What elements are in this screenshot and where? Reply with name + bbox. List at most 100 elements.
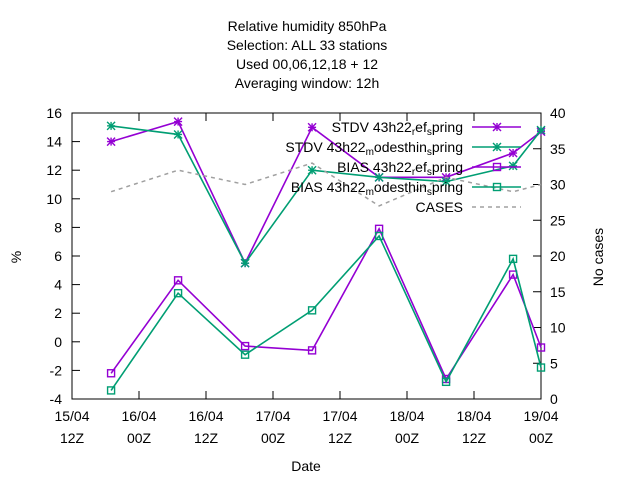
star-marker-stroke (173, 129, 183, 139)
y2-tick-label: 10 (550, 320, 566, 336)
y2-tick-label: 15 (550, 284, 566, 300)
legend-label-part: s (427, 147, 432, 158)
star-marker-stroke (307, 165, 317, 175)
y2-tick-label: 20 (550, 248, 566, 264)
square-marker (536, 363, 546, 372)
legend-label: CASES (416, 199, 463, 215)
y-tick-label: 6 (54, 248, 62, 264)
y-tick-label: 0 (54, 334, 62, 350)
legend-label-part: m (366, 147, 374, 158)
legend-label-part: CASES (416, 199, 463, 215)
series-line (110, 227, 542, 381)
star-marker-stroke (492, 142, 502, 152)
y-tick-label: 14 (46, 134, 62, 150)
series-line (110, 234, 542, 391)
legend-label-part: s (427, 167, 432, 178)
legend-label-part: pring (432, 139, 463, 155)
x-tick-label: 16/04 (188, 408, 223, 424)
x-tick-label: 17/04 (322, 408, 357, 424)
y2-tick-label: 5 (550, 355, 558, 371)
x-tick-label: 12Z (462, 430, 487, 446)
x-tick-label: 12Z (328, 430, 353, 446)
x-tick-label: 18/04 (456, 408, 491, 424)
square-marker (106, 369, 116, 378)
square-marker (492, 182, 502, 192)
series-4 (110, 162, 542, 207)
star-marker-stroke (492, 122, 502, 132)
x-tick-label: 12Z (60, 430, 85, 446)
y2-tick-label: 25 (550, 212, 566, 228)
star-marker-stroke (106, 137, 116, 147)
y-tick-label: 2 (54, 305, 62, 321)
x-tick-label: 18/04 (389, 408, 424, 424)
y-tick-label: -4 (50, 391, 63, 407)
legend-label: BIAS 43h22refspring (337, 159, 463, 178)
y-tick-label: -2 (50, 362, 63, 378)
star-marker-stroke (508, 148, 518, 158)
y2-tick-label: 40 (550, 105, 566, 121)
y2-tick-label: 0 (550, 391, 558, 407)
legend-label-part: STDV 43h22 (285, 139, 365, 155)
y2-tick-label: 30 (550, 177, 566, 193)
legend-label-part: m (366, 187, 374, 198)
y-tick-label: 10 (46, 191, 62, 207)
x-tick-label: 00Z (529, 430, 554, 446)
square-marker (307, 346, 317, 355)
legend-label-part: pring (432, 179, 463, 195)
legend-label-part: BIAS 43h22 (291, 179, 366, 195)
legend-label-part: r (412, 167, 416, 178)
series-line (110, 162, 542, 207)
square-marker (173, 276, 183, 285)
square-marker (240, 350, 250, 359)
x-axis-label: Date (291, 458, 321, 474)
series-1 (106, 121, 546, 268)
x-tick-label: 12Z (194, 430, 219, 446)
star-marker-stroke (508, 161, 518, 171)
star-marker-stroke (240, 258, 250, 268)
chart-title-line: Selection: ALL 33 stations (227, 37, 388, 53)
legend-label: STDV 43h22modesthinspring (285, 139, 463, 158)
y2-axis-label: No cases (590, 228, 606, 286)
legend-label-part: s (427, 187, 432, 198)
plot-border (71, 112, 542, 400)
legend-label-part: r (412, 127, 416, 138)
legend-label-part: pring (432, 159, 463, 175)
x-tick-label: 19/04 (523, 408, 558, 424)
x-tick-label: 15/04 (54, 408, 89, 424)
legend-label: STDV 43h22refspring (332, 119, 463, 138)
square-marker (106, 386, 116, 395)
legend-label-part: STDV 43h22 (332, 119, 412, 135)
y-axis-label: % (8, 251, 24, 263)
legend-label-part: BIAS 43h22 (337, 159, 412, 175)
chart-title-line: Relative humidity 850hPa (228, 18, 387, 34)
square-marker (240, 341, 250, 351)
series-3 (106, 231, 546, 395)
legend-label-part: ef (415, 159, 427, 175)
x-tick-label: 00Z (261, 430, 286, 446)
square-marker (374, 231, 384, 241)
x-tick-label: 00Z (395, 430, 420, 446)
star-marker-stroke (441, 177, 451, 187)
legend-label-part: pring (432, 119, 463, 135)
star-marker-stroke (374, 172, 384, 182)
chart-title-line: Averaging window: 12h (235, 75, 380, 91)
legend-label-part: ef (415, 119, 427, 135)
star-marker-stroke (106, 121, 116, 131)
series-line (110, 120, 542, 265)
y-tick-label: 12 (46, 162, 62, 178)
series-2 (106, 224, 546, 384)
x-tick-label: 16/04 (121, 408, 156, 424)
y2-tick-label: 35 (550, 141, 566, 157)
square-marker (492, 162, 502, 172)
square-marker (508, 254, 518, 264)
y-tick-label: 4 (54, 277, 62, 293)
star-marker-stroke (173, 117, 183, 127)
legend-label: BIAS 43h22modesthinspring (291, 179, 463, 198)
x-tick-label: 17/04 (255, 408, 290, 424)
square-marker (173, 288, 183, 298)
square-marker (441, 377, 451, 387)
chart-title-line: Used 00,06,12,18 + 12 (236, 56, 378, 72)
y-tick-label: 8 (54, 219, 62, 235)
x-tick-label: 00Z (127, 430, 152, 446)
